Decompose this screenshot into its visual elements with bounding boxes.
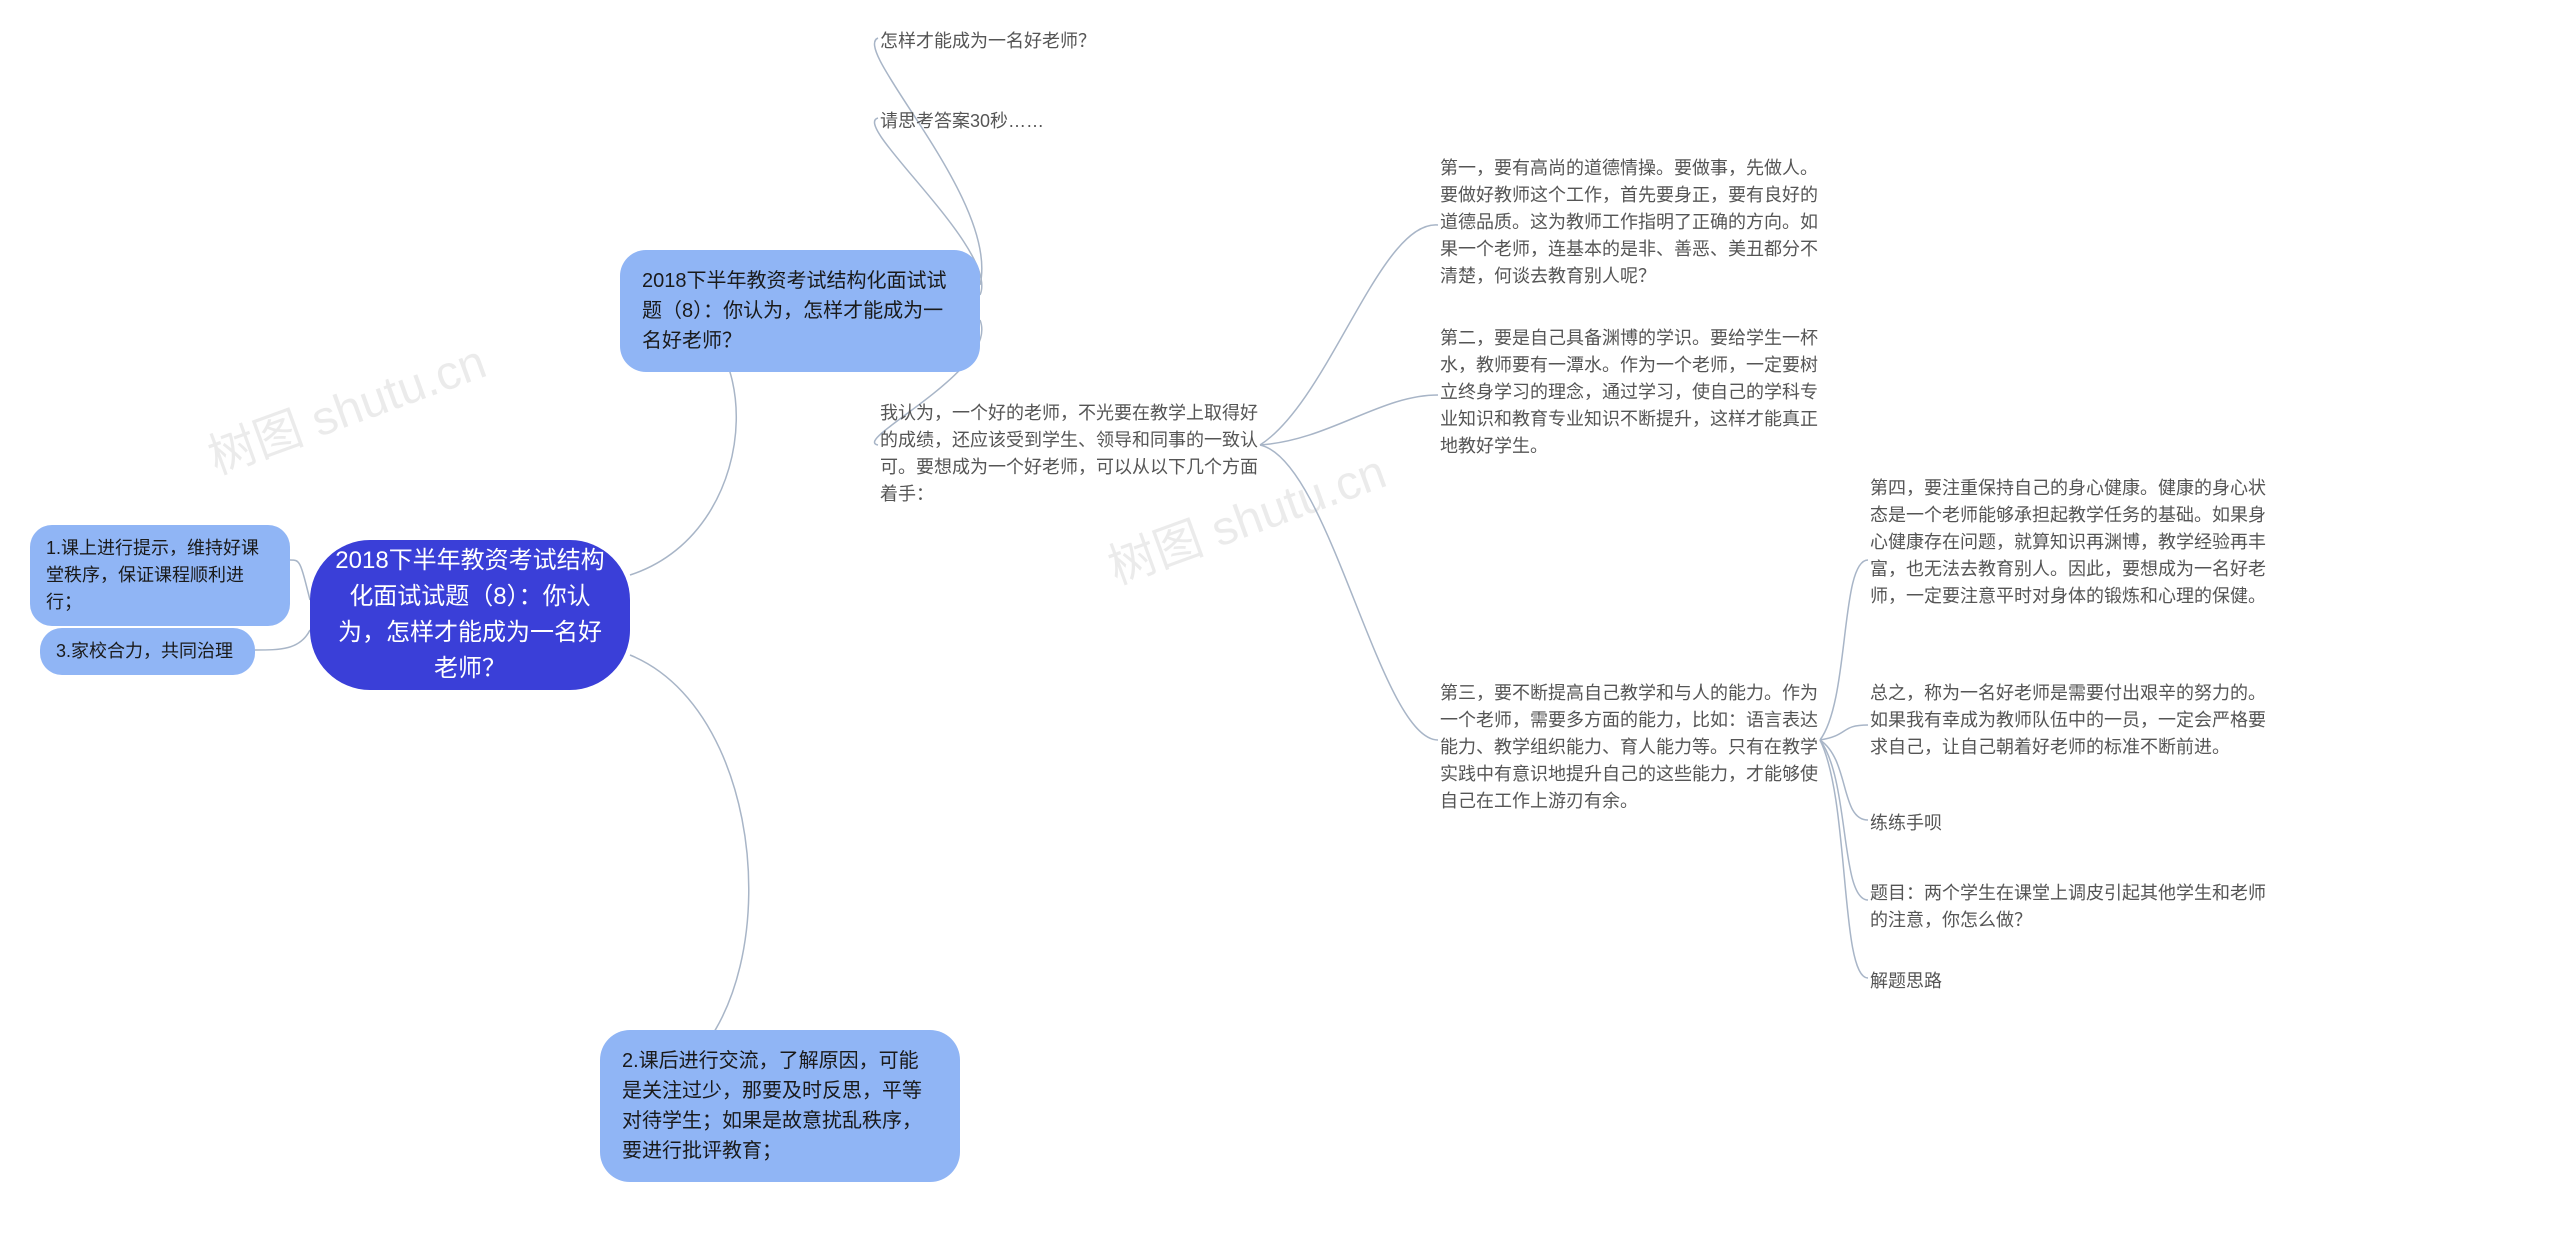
center-topic[interactable]: 2018下半年教资考试结构化面试试题（8）：你认为，怎样才能成为一名好老师？ [310, 540, 630, 690]
right-topic-2[interactable]: 2.课后进行交流，了解原因，可能是关注过少，那要及时反思，平等对待学生；如果是故… [600, 1030, 960, 1182]
left-node-2-text: 3.家校合力，共同治理 [56, 638, 233, 665]
sub-1[interactable]: 第四，要注重保持自己的身心健康。健康的身心状态是一个老师能够承担起教学任务的基础… [1870, 475, 2270, 610]
watermark-1: 树图 shutu.cn [197, 322, 494, 487]
leaf-q2[interactable]: 请思考答案30秒…… [880, 108, 1240, 135]
sub-5[interactable]: 解题思路 [1870, 968, 2230, 995]
method-2[interactable]: 第二，要是自己具备渊博的学识。要给学生一杯水，教师要有一潭水。作为一个老师，一定… [1440, 325, 1820, 460]
left-node-2[interactable]: 3.家校合力，共同治理 [40, 628, 255, 675]
sub-3[interactable]: 练练手呗 [1870, 810, 2230, 837]
method-1[interactable]: 第一，要有高尚的道德情操。要做事，先做人。要做好教师这个工作，首先要身正，要有良… [1440, 155, 1820, 290]
sub-2[interactable]: 总之，称为一名好老师是需要付出艰辛的努力的。如果我有幸成为教师队伍中的一员，一定… [1870, 680, 2270, 761]
sub-4[interactable]: 题目：两个学生在课堂上调皮引起其他学生和老师的注意，你怎么做？ [1870, 880, 2270, 934]
leaf-q1[interactable]: 怎样才能成为一名好老师？ [880, 28, 1240, 55]
left-node-1-text: 1.课上进行提示，维持好课堂秩序，保证课程顺利进行； [46, 535, 274, 616]
right-topic-2-text: 2.课后进行交流，了解原因，可能是关注过少，那要及时反思，平等对待学生；如果是故… [622, 1046, 938, 1166]
right-topic-1-text: 2018下半年教资考试结构化面试试题（8）：你认为，怎样才能成为一名好老师？ [642, 266, 958, 356]
method-3[interactable]: 第三，要不断提高自己教学和与人的能力。作为一个老师，需要多方面的能力，比如：语言… [1440, 680, 1820, 815]
right-topic-1[interactable]: 2018下半年教资考试结构化面试试题（8）：你认为，怎样才能成为一名好老师？ [620, 250, 980, 372]
center-topic-text: 2018下半年教资考试结构化面试试题（8）：你认为，怎样才能成为一名好老师？ [332, 543, 608, 687]
leaf-intro[interactable]: 我认为，一个好的老师，不光要在教学上取得好的成绩，还应该受到学生、领导和同事的一… [880, 400, 1260, 508]
left-node-1[interactable]: 1.课上进行提示，维持好课堂秩序，保证课程顺利进行； [30, 525, 290, 626]
